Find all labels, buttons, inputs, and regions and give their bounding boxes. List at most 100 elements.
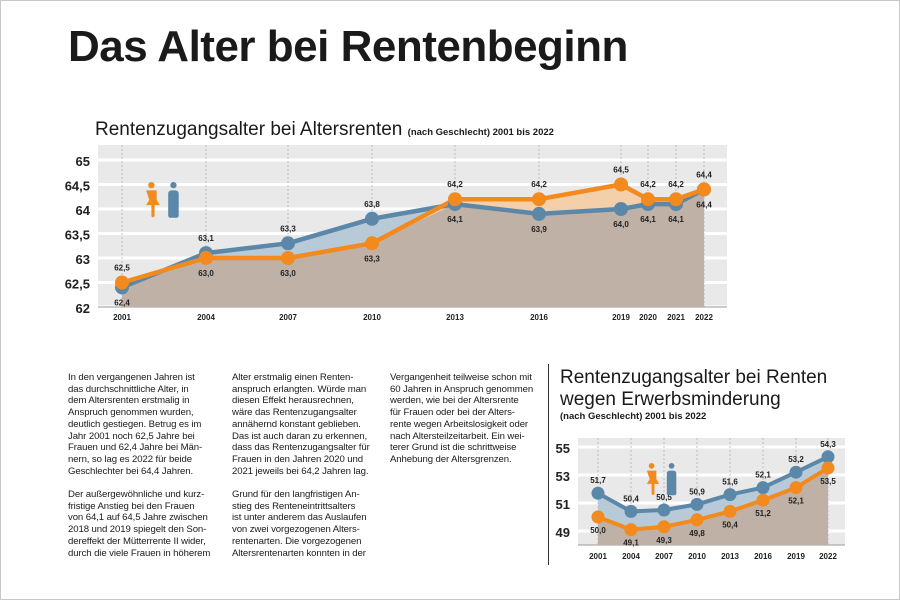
text-line: dem Altersrenten erstmalig in <box>68 395 190 407</box>
data-label-women: 64,2 <box>668 180 684 189</box>
data-label-women: 50,0 <box>590 526 606 535</box>
x-tick-label: 2013 <box>721 552 739 561</box>
text-line: nern, so lag es 2022 für beide <box>68 453 192 465</box>
paragraph: Vergangenheit teilweise schon mit 60 Jahr… <box>390 372 550 466</box>
point-women <box>789 481 803 495</box>
woman-icon-head <box>648 463 655 469</box>
man-icon-head <box>668 463 675 469</box>
text-line: diesen Effekt herausrechnen, <box>232 395 354 407</box>
y-tick-label: 65 <box>76 154 90 169</box>
text-line: stieg des Renteneintrittsalters <box>232 500 356 512</box>
x-tick-label: 2010 <box>363 313 381 322</box>
woman-icon-body <box>146 190 160 218</box>
line-women <box>121 182 705 285</box>
text-line: Der außergewöhnliche und kurz- <box>68 489 205 501</box>
data-label-women: 63,0 <box>280 269 296 278</box>
point-women <box>723 504 737 518</box>
data-label-men: 63,9 <box>531 225 547 234</box>
x-tick-label: 2019 <box>787 552 805 561</box>
area-overlap <box>598 468 828 545</box>
text-line: werden, wie bei der Altersrente <box>390 395 519 407</box>
x-tick-label: 2013 <box>446 313 464 322</box>
data-label-men: 64,1 <box>668 215 684 224</box>
point-women <box>614 177 628 192</box>
text-line: Geschlechter bei 64,4 Jahren. <box>68 465 194 477</box>
data-label-men: 64,0 <box>613 220 629 229</box>
man-icon <box>168 182 179 218</box>
point-men <box>614 202 628 216</box>
woman-icon-head <box>148 182 155 189</box>
line-men <box>121 187 706 290</box>
text-column-3: Vergangenheit teilweise schon mit 60 Jahr… <box>390 372 550 477</box>
man-icon <box>666 463 677 496</box>
data-label-women: 64,2 <box>531 180 547 189</box>
text-line: von 64,1 auf 64,5 Jahre zwischen <box>68 512 208 524</box>
text-line: deutlich gestiegen. Betrug es im <box>68 418 202 430</box>
point-women <box>115 275 129 290</box>
y-tick-label: 64,5 <box>65 179 90 194</box>
point-women <box>756 493 770 507</box>
man-icon-body <box>666 470 677 496</box>
x-tick-label: 2007 <box>655 552 673 561</box>
woman-icon <box>146 182 160 218</box>
point-women <box>697 182 711 197</box>
chart1-title: Rentenzugangsalter bei Altersrenten (nac… <box>95 119 554 141</box>
text-line: In den vergangenen Jahren ist <box>68 372 195 383</box>
x-tick-label: 2020 <box>639 313 657 322</box>
data-label-men: 63,8 <box>364 200 380 209</box>
x-tick-label: 2022 <box>695 313 713 322</box>
y-tick-label: 51 <box>556 497 570 512</box>
paragraph: Grund für den langfristigen An-stieg des… <box>232 489 392 559</box>
point-men <box>723 488 737 502</box>
woman-icon-body <box>646 470 660 495</box>
data-label-men: 52,1 <box>755 471 771 480</box>
text-line: rente wegen Arbeitslosigkeit oder <box>390 418 529 430</box>
chart1-title-text: Rentenzugangsalter bei Altersrenten <box>95 119 403 140</box>
area-overlap <box>122 189 704 307</box>
text-line: von zwei vorgezogenen Alters- <box>232 524 360 536</box>
chart2-title-line: wegen Erwerbsminderung <box>560 389 781 410</box>
data-label-women: 49,8 <box>689 529 705 538</box>
y-tick-label: 64 <box>76 203 91 218</box>
y-tick-label: 62 <box>76 301 90 316</box>
x-tick-label: 2001 <box>113 313 131 322</box>
data-label-women: 63,3 <box>364 254 380 263</box>
data-label-women: 50,4 <box>722 520 738 529</box>
point-men <box>591 486 605 500</box>
x-tick-label: 2010 <box>688 552 706 561</box>
data-label-women: 64,5 <box>613 166 629 175</box>
text-line: dass das Rentenzugangsalter für <box>232 442 370 454</box>
data-label-women: 52,1 <box>788 497 804 506</box>
data-label-men: 51,6 <box>722 478 738 487</box>
text-line: 2021 jeweils bei 64,2 Jahren lag. <box>232 465 369 477</box>
text-line: dereffekt der Mütterrente II wider, <box>68 535 206 547</box>
data-label-men: 62,4 <box>114 298 130 307</box>
text-line: Grund für den langfristigen An- <box>232 489 360 501</box>
text-line: Alter erstmalig einen Renten- <box>232 372 354 383</box>
x-tick-label: 2016 <box>754 552 772 561</box>
paragraph: Alter erstmalig einen Renten-anspruch er… <box>232 372 392 477</box>
text-line: 60 Jahren in Anspruch genommen <box>390 383 534 395</box>
data-label-men: 50,4 <box>623 494 639 503</box>
y-tick-label: 63 <box>76 252 90 267</box>
point-men <box>690 497 704 511</box>
chart2-title-line: Rentenzugangsalter bei Renten <box>560 367 828 388</box>
data-label-women: 64,4 <box>696 170 712 179</box>
point-women <box>365 236 379 251</box>
point-men <box>281 236 295 251</box>
data-label-men: 51,7 <box>590 476 606 485</box>
chart2-subtitle: (nach Geschlecht) 2001 bis 2022 <box>560 411 707 422</box>
x-tick-label: 2004 <box>197 313 215 322</box>
x-tick-label: 2004 <box>622 552 640 561</box>
text-line: wäre das Rentenzugangsalter <box>232 407 357 419</box>
text-line: Das ist auch daran zu erkennen, <box>232 430 368 442</box>
man-icon-body <box>168 190 179 218</box>
y-tick-label: 49 <box>556 525 570 540</box>
y-tick-label: 62,5 <box>65 277 90 292</box>
data-label-men: 54,3 <box>820 440 836 449</box>
point-women <box>669 192 683 207</box>
text-line: fristige Anstieg bei den Frauen <box>68 500 195 512</box>
chart2-title: Rentenzugangsalter bei Renten wegen Erwe… <box>560 367 860 411</box>
data-label-women: 49,3 <box>656 536 672 545</box>
data-label-men: 63,1 <box>198 234 214 243</box>
